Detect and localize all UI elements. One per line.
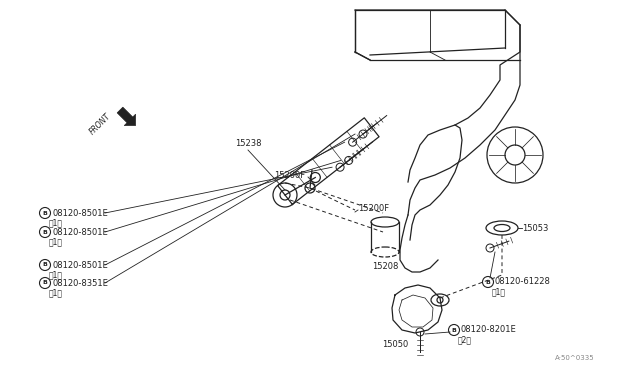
Text: B: B — [452, 327, 456, 333]
Text: 08120-8351E: 08120-8351E — [52, 279, 108, 288]
Text: 08120-61228: 08120-61228 — [495, 278, 551, 286]
Text: 〈1〉: 〈1〉 — [49, 237, 63, 247]
Text: 〈1〉: 〈1〉 — [49, 218, 63, 228]
Text: A·50^0335: A·50^0335 — [555, 355, 595, 361]
Text: 15050: 15050 — [382, 340, 408, 349]
Text: 〈2〉: 〈2〉 — [458, 336, 472, 344]
Text: 08120-8501E: 08120-8501E — [52, 228, 108, 237]
Text: B: B — [43, 280, 47, 285]
Text: B: B — [43, 263, 47, 267]
Text: 〈1〉: 〈1〉 — [49, 270, 63, 279]
Text: 〈1〉: 〈1〉 — [49, 289, 63, 298]
Text: 15200F: 15200F — [274, 170, 305, 180]
Text: 15238: 15238 — [235, 139, 261, 148]
Text: 08120-8501E: 08120-8501E — [52, 260, 108, 269]
Text: B: B — [43, 211, 47, 215]
Text: 〈1〉: 〈1〉 — [492, 288, 506, 296]
Text: ~: ~ — [308, 186, 314, 192]
Text: 08120-8201E: 08120-8201E — [461, 326, 516, 334]
Text: B: B — [43, 230, 47, 234]
Text: B: B — [486, 279, 490, 285]
Text: 08120-8501E: 08120-8501E — [52, 208, 108, 218]
Text: 15053: 15053 — [522, 224, 548, 232]
Polygon shape — [117, 107, 136, 126]
Text: 15208: 15208 — [372, 262, 398, 271]
Text: 15200F: 15200F — [358, 203, 389, 212]
Text: FRONT: FRONT — [88, 112, 113, 137]
